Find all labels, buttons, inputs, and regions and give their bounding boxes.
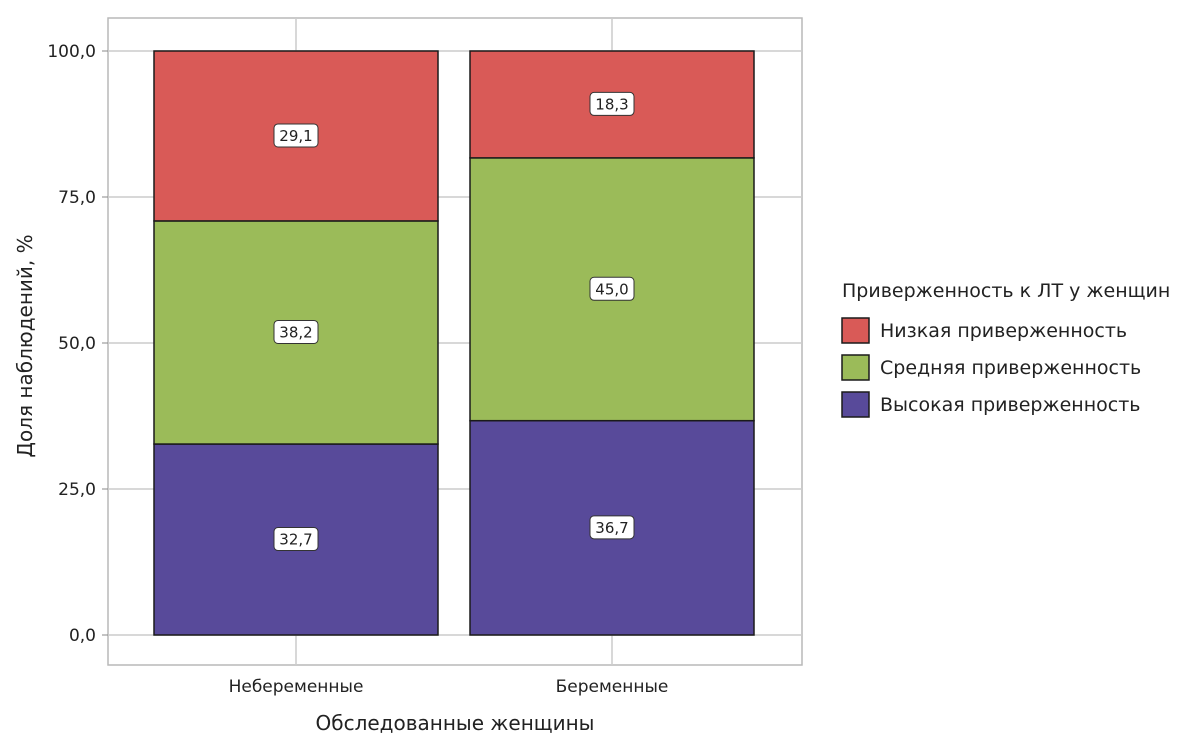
data-label-text: 45,0	[595, 280, 628, 298]
legend-swatch	[842, 318, 869, 343]
data-label-text: 18,3	[595, 95, 628, 113]
y-tick-label: 50,0	[58, 334, 96, 354]
y-tick-label: 100,0	[47, 42, 96, 62]
x-axis-ticks: Небеременные Беременные	[229, 677, 669, 697]
data-label: 36,7	[590, 516, 634, 539]
legend-swatch	[842, 392, 869, 417]
data-label: 45,0	[590, 277, 634, 300]
x-axis-title: Обследованные женщины	[316, 711, 595, 735]
data-label: 29,1	[274, 124, 318, 147]
data-label: 38,2	[274, 320, 318, 343]
data-label-text: 36,7	[595, 519, 628, 537]
y-axis-ticks: 0,0 25,0 50,0 75,0 100,0	[47, 42, 108, 646]
legend-item-label: Высокая приверженность	[880, 394, 1140, 416]
legend: Приверженность к ЛТ у женщин Низкая прив…	[842, 280, 1170, 417]
legend-swatch	[842, 355, 869, 380]
legend-item-label: Низкая приверженность	[880, 320, 1127, 342]
y-axis-title: Доля наблюдений, %	[13, 234, 37, 457]
data-label: 32,7	[274, 528, 318, 551]
x-tick-label: Небеременные	[229, 677, 364, 697]
data-label: 18,3	[590, 92, 634, 115]
y-tick-label: 25,0	[58, 480, 96, 500]
data-label-text: 32,7	[279, 531, 312, 549]
legend-item-label: Средняя приверженность	[880, 357, 1141, 379]
y-tick-label: 75,0	[58, 188, 96, 208]
legend-title: Приверженность к ЛТ у женщин	[842, 280, 1170, 302]
y-tick-label: 0,0	[69, 626, 96, 646]
data-label-text: 38,2	[279, 323, 312, 341]
x-tick-label: Беременные	[556, 677, 669, 697]
data-label-text: 29,1	[279, 127, 312, 145]
